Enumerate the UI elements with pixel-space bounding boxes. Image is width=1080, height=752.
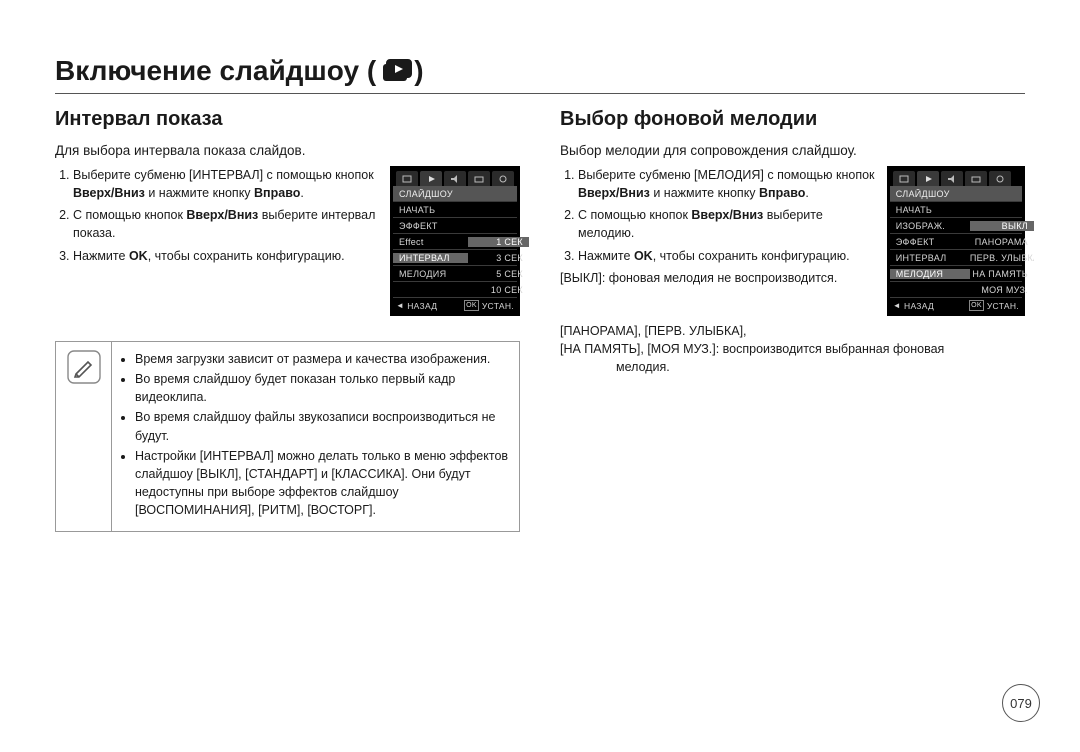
interval-steps: Выберите субменю [ИНТЕРВАЛ] с помощью кн… (55, 166, 378, 265)
interval-heading: Интервал показа (55, 108, 520, 131)
lcd-tab-gear-icon (492, 171, 514, 186)
lcd-row: НАЧАТЬ (393, 201, 517, 217)
note-list: Время загрузки зависит от размера и каче… (120, 350, 509, 519)
note-pencil-icon (67, 350, 101, 389)
melody-options: [ВЫКЛ]: фоновая мелодия не воспроизводит… (560, 269, 875, 287)
melody-heading: Выбор фоновой мелодии (560, 108, 1025, 131)
lcd-footer: ◄НАЗАД OKУСТАН. (393, 297, 517, 313)
back-arrow-icon: ◄ (396, 301, 404, 310)
interval-step-2: С помощью кнопок Вверх/Вниз выберите инт… (73, 206, 378, 242)
lcd-row: ЭФФЕКТПАНОРАМА (890, 233, 1022, 249)
lcd-row: НАЧАТЬ (890, 201, 1022, 217)
note-item: Время загрузки зависит от размера и каче… (135, 350, 509, 368)
melody-steps: Выберите субменю [МЕЛОДИЯ] с помощью кно… (560, 166, 875, 265)
note-item: Во время слайдшоу будет показан только п… (135, 370, 509, 406)
lcd-header: СЛАЙДШОУ (393, 186, 517, 201)
page-title-close: ) (414, 55, 423, 87)
lcd-tab-folder-icon (965, 171, 987, 186)
lcd-tabbar (890, 169, 1022, 186)
lcd-tab-play-icon (420, 171, 442, 186)
lcd-header: СЛАЙДШОУ (890, 186, 1022, 201)
interval-lcd: СЛАЙДШОУ НАЧАТЬ ЭФФЕКТ Effect1 СЕК ИНТЕР… (390, 166, 520, 316)
lcd-tab-gear-icon (989, 171, 1011, 186)
lcd-row: ИНТЕРВАЛПЕРВ. УЛЫБКА (890, 249, 1022, 265)
lcd-row: МОЯ МУЗ. (890, 281, 1022, 297)
note-block: Время загрузки зависит от размера и каче… (55, 341, 520, 532)
lcd-tab-icon (396, 171, 418, 186)
melody-step-1: Выберите субменю [МЕЛОДИЯ] с помощью кно… (578, 166, 875, 202)
interval-step-3: Нажмите OK, чтобы сохранить конфигурацию… (73, 247, 378, 265)
lcd-tab-folder-icon (468, 171, 490, 186)
lcd-tab-sound-icon (941, 171, 963, 186)
lcd-tab-icon (893, 171, 915, 186)
page-title: Включение слайдшоу ( ) (55, 55, 1025, 87)
title-divider (55, 93, 1025, 94)
lcd-row: ИЗОБРАЖ.ВЫКЛ (890, 217, 1022, 233)
lcd-tabbar (393, 169, 517, 186)
page-number: 079 (1002, 684, 1040, 722)
lcd-row: ЭФФЕКТ (393, 217, 517, 233)
melody-step-3: Нажмите OK, чтобы сохранить конфигурацию… (578, 247, 875, 265)
melody-step-2: С помощью кнопок Вверх/Вниз выберите мел… (578, 206, 875, 242)
interval-step-1: Выберите субменю [ИНТЕРВАЛ] с помощью кн… (73, 166, 378, 202)
lcd-footer: ◄НАЗАД OKУСТАН. (890, 297, 1022, 313)
note-item: Во время слайдшоу файлы звукозаписи восп… (135, 408, 509, 444)
interval-lead: Для выбора интервала показа слайдов. (55, 143, 520, 158)
lcd-row: ИНТЕРВАЛ3 СЕК (393, 249, 517, 265)
back-arrow-icon: ◄ (893, 301, 901, 310)
melody-options-cont: [ПАНОРАМА], [ПЕРВ. УЛЫБКА], [НА ПАМЯТЬ],… (560, 322, 1025, 376)
note-item: Настройки [ИНТЕРВАЛ] можно делать только… (135, 447, 509, 520)
melody-lead: Выбор мелодии для сопровождения слайдшоу… (560, 143, 1025, 158)
page-title-text: Включение слайдшоу ( (55, 55, 376, 87)
lcd-tab-sound-icon (444, 171, 466, 186)
lcd-row: Effect1 СЕК (393, 233, 517, 249)
lcd-row: МЕЛОДИЯНА ПАМЯТЬ (890, 265, 1022, 281)
lcd-tab-play-icon (917, 171, 939, 186)
lcd-row: МЕЛОДИЯ5 СЕК (393, 265, 517, 281)
melody-lcd: СЛАЙДШОУ НАЧАТЬ ИЗОБРАЖ.ВЫКЛ ЭФФЕКТПАНОР… (887, 166, 1025, 316)
slideshow-icon (382, 59, 414, 83)
lcd-row: 10 СЕК (393, 281, 517, 297)
